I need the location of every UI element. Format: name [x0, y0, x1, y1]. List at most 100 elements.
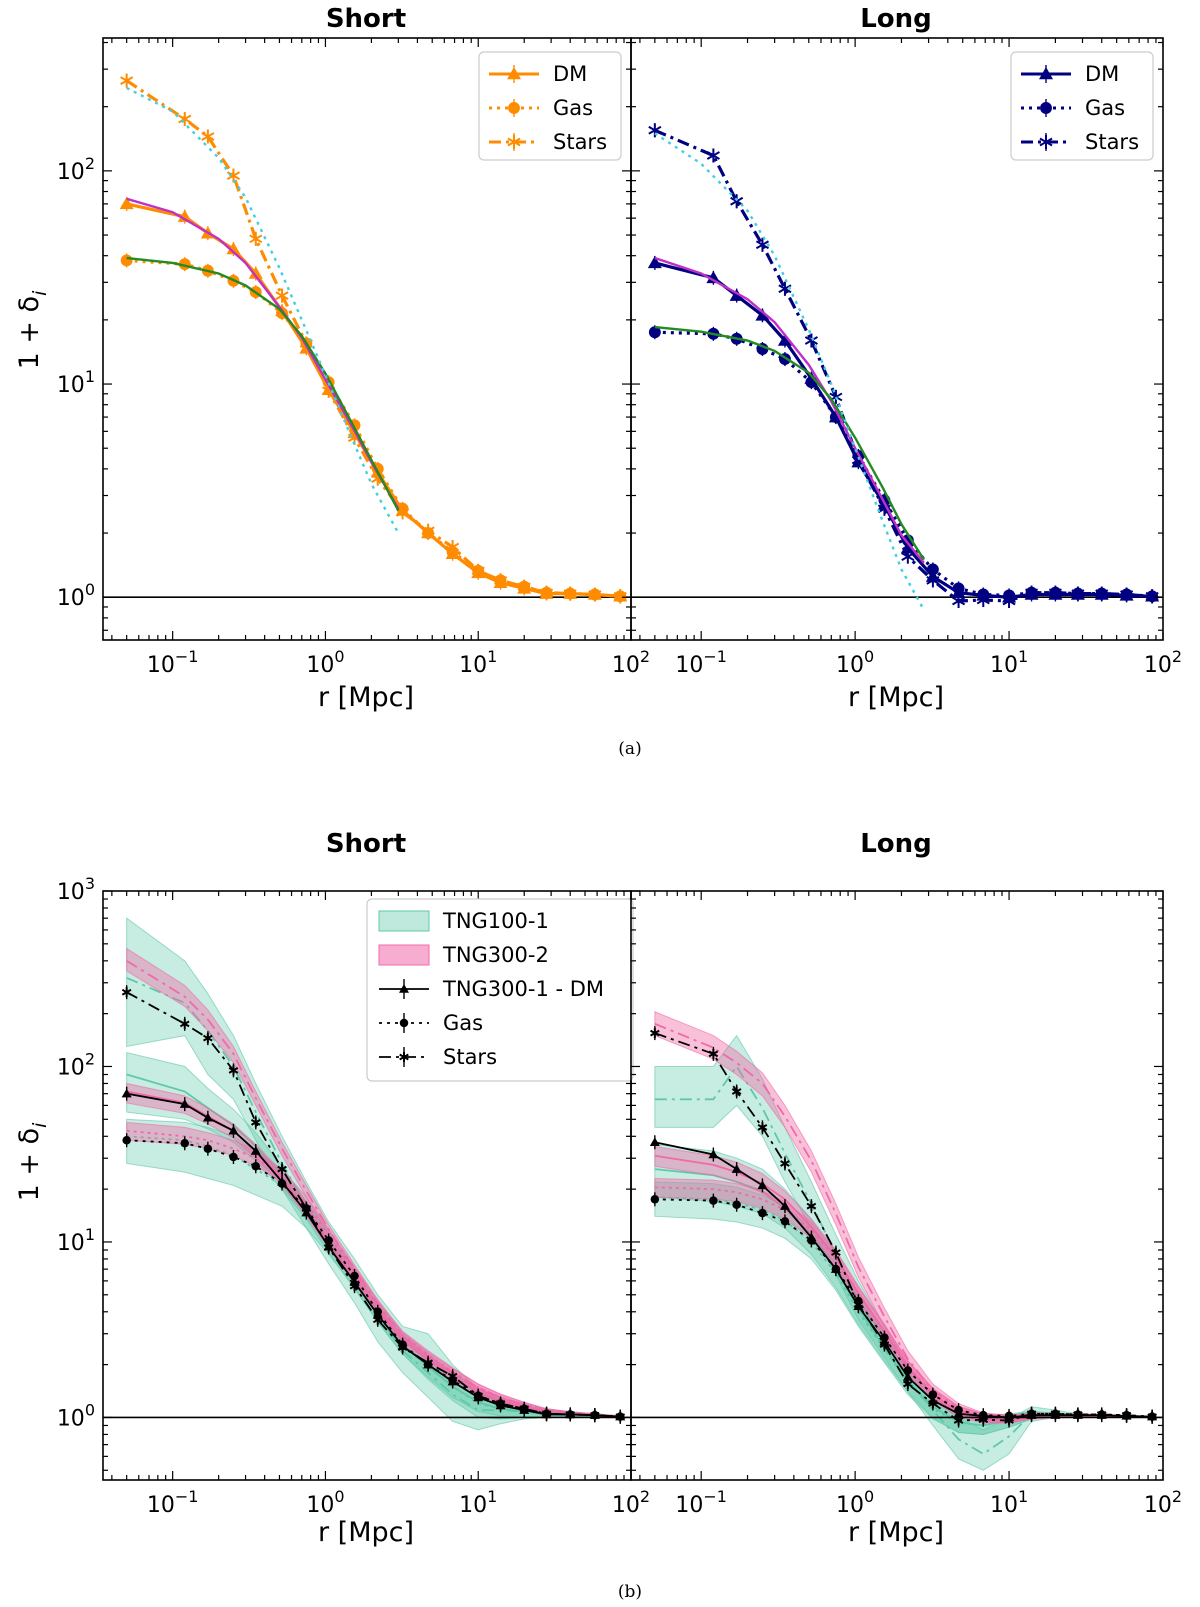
panel-b-ylabel: 1 + δi — [14, 1122, 51, 1202]
ylabel-main: 1 + δ — [14, 1128, 45, 1202]
data-point-tng300-1---dm — [179, 1099, 190, 1108]
data-point-tng300-1---dm — [757, 1180, 768, 1190]
x-tick-label: 100 — [836, 647, 874, 678]
data-point-gas — [203, 1144, 213, 1153]
tick-exponent: 2 — [85, 1049, 95, 1068]
data-point-stars — [978, 1414, 989, 1425]
data-point-stars — [493, 573, 508, 588]
series-line-stars — [654, 1032, 1153, 1422]
data-point-stars — [755, 237, 770, 252]
tick-base: 10 — [306, 653, 334, 678]
x-tick-label: 10−1 — [675, 647, 727, 678]
legend-label-tng300-1---dm: TNG300-1 - DM — [442, 977, 604, 1001]
data-point-stars — [757, 1122, 768, 1133]
data-point-stars — [201, 129, 215, 144]
data-point-stars — [613, 589, 627, 604]
panel-b-long-xlabel: r [Mpc] — [848, 1517, 944, 1548]
data-point-stars — [806, 1201, 817, 1212]
tick-base: 10 — [612, 1493, 640, 1518]
data-point-stars — [495, 1398, 506, 1409]
data-point-stars — [323, 1242, 334, 1253]
plot-area — [631, 1011, 1163, 1471]
data-point-gas — [831, 1264, 841, 1274]
tick-exponent: −1 — [703, 647, 727, 666]
data-point-stars — [203, 1033, 213, 1044]
data-point-tng300-1---dm — [779, 1201, 790, 1210]
tick-exponent: 0 — [864, 647, 874, 666]
tick-exponent: 1 — [487, 1487, 497, 1506]
tick-exponent: 0 — [864, 1487, 874, 1506]
x-tick-label: 101 — [990, 1487, 1028, 1518]
tick-exponent: 3 — [85, 874, 95, 893]
panel-b-long-title: Long — [860, 829, 932, 859]
tick-base: 10 — [459, 1493, 487, 1518]
legend-label-tng300-2: TNG300-2 — [442, 943, 549, 967]
data-point-stars — [1095, 586, 1109, 601]
data-point-stars — [780, 1158, 790, 1169]
legend-marker — [1039, 135, 1053, 149]
tick-base: 10 — [57, 373, 85, 398]
data-point-stars — [1050, 1408, 1061, 1419]
tick-base: 10 — [1144, 1493, 1172, 1518]
data-point-gas — [120, 254, 133, 267]
data-point-stars — [1096, 1409, 1107, 1420]
legend-swatch — [378, 944, 430, 966]
legend-label-gas: Gas — [553, 96, 593, 120]
tick-exponent: 1 — [487, 647, 497, 666]
data-point-tng300-1---dm — [250, 1145, 261, 1155]
data-point-dm — [226, 242, 241, 255]
data-point-stars — [446, 540, 460, 555]
tick-base: 10 — [1144, 653, 1172, 678]
ylabel-subscript: i — [29, 290, 51, 296]
data-point-gas — [926, 563, 939, 576]
x-tick-label: 102 — [612, 1487, 650, 1518]
plot-frame — [630, 890, 1164, 1481]
data-point-stars — [397, 1342, 408, 1353]
data-point-gas — [122, 1135, 131, 1145]
fit-line-gas-fit — [654, 325, 925, 561]
panel-a-ylabel: 1 + δi — [14, 290, 51, 370]
tick-exponent: 2 — [1172, 647, 1182, 666]
data-point-gas — [709, 1196, 718, 1205]
data-point-dm — [177, 209, 192, 222]
legend-marker — [1039, 67, 1053, 80]
legend-marker — [508, 102, 520, 114]
tick-base: 10 — [57, 1055, 85, 1080]
x-tick-label: 102 — [1144, 1487, 1182, 1518]
plot-area — [103, 73, 631, 604]
data-point-gas — [903, 1366, 913, 1375]
data-point-stars — [249, 231, 263, 246]
tick-base: 10 — [836, 1493, 864, 1518]
x-tick-label: 10−1 — [147, 1487, 199, 1518]
panel-b-short-plot: 10−1 100 101 102100101102103TNG100-1TNG300-… — [57, 874, 650, 1518]
tick-exponent: 1 — [1018, 1487, 1028, 1506]
data-point-stars — [1026, 1408, 1037, 1419]
data-point-dm — [777, 333, 792, 346]
x-tick-label: 102 — [1144, 647, 1182, 678]
data-point-stars — [1024, 585, 1039, 600]
data-point-stars — [953, 1415, 964, 1426]
panel-a-long-title: Long — [860, 4, 932, 34]
ylabel-main: 1 + δ — [14, 296, 45, 370]
data-point-stars — [517, 579, 531, 594]
data-point-stars — [541, 1408, 552, 1419]
data-point-stars — [1073, 1409, 1083, 1420]
data-point-stars — [471, 563, 485, 578]
panel-b-long-plot: 10−1 100 101 102 — [630, 890, 1182, 1518]
data-point-gas — [229, 1152, 238, 1162]
data-point-stars — [275, 288, 289, 303]
legend-label-stars: Stars — [553, 130, 607, 154]
x-tick-label: 10−1 — [147, 647, 199, 678]
plot-frame — [630, 37, 1164, 641]
data-point-stars — [349, 1281, 360, 1292]
data-point-stars — [565, 1409, 576, 1420]
data-point-stars — [588, 587, 602, 602]
tick-base: 10 — [675, 1493, 703, 1518]
data-point-gas — [180, 1139, 190, 1148]
data-point-gas — [758, 1208, 767, 1218]
tick-exponent: −1 — [703, 1487, 727, 1506]
data-point-stars — [615, 1411, 626, 1422]
panel-b-short-title: Short — [326, 829, 406, 859]
